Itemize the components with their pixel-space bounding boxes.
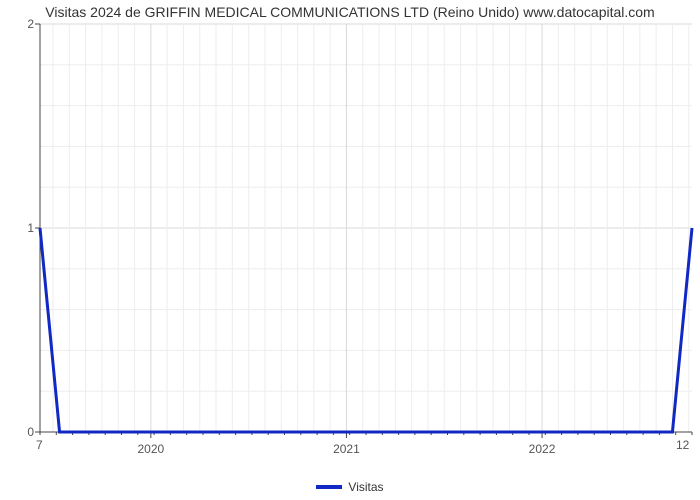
y-tick-label: 1 — [16, 221, 34, 235]
y-tick-label: 2 — [16, 17, 34, 31]
x-start-label: 7 — [36, 438, 43, 452]
legend-label: Visitas — [348, 480, 383, 494]
x-end-label: 12 — [676, 438, 689, 452]
x-tick-label: 2021 — [333, 442, 360, 456]
chart-container: Visitas 2024 de GRIFFIN MEDICAL COMMUNIC… — [0, 0, 700, 500]
plot-svg — [0, 0, 700, 500]
x-tick-label: 2020 — [137, 442, 164, 456]
legend-swatch — [316, 485, 342, 489]
x-tick-label: 2022 — [529, 442, 556, 456]
legend: Visitas — [0, 480, 700, 494]
y-tick-label: 0 — [16, 425, 34, 439]
